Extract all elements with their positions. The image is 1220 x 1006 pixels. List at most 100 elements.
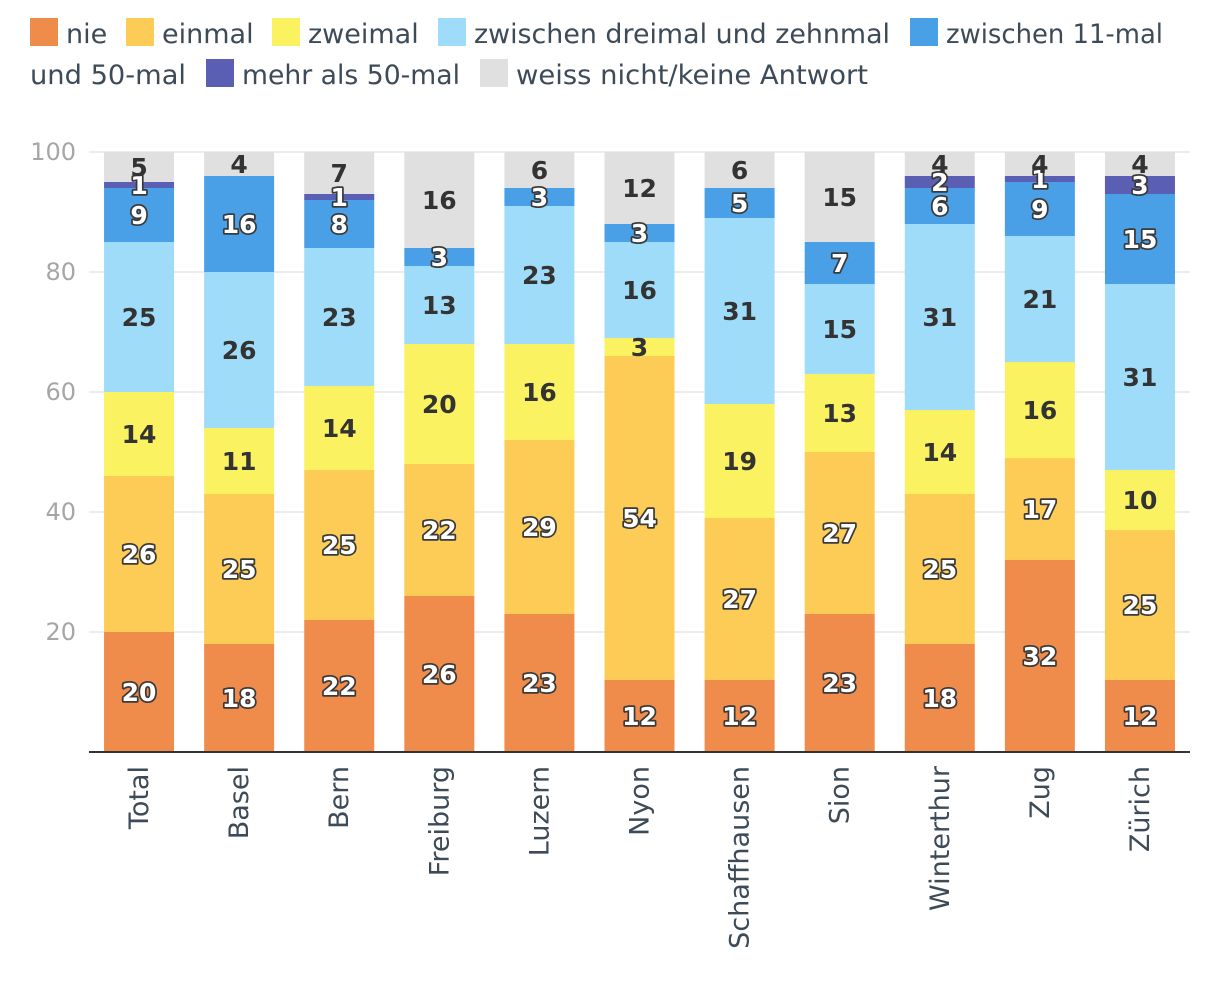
segment-value-label: 26 xyxy=(122,540,157,569)
bar-segment xyxy=(404,464,475,596)
segment-value-label: 7 xyxy=(331,159,348,188)
bar-segment xyxy=(104,242,175,392)
segment-value-label: 5 xyxy=(130,153,147,182)
bar-segment xyxy=(804,284,875,374)
segment-value-label: 1 xyxy=(1031,165,1048,194)
bar-segment xyxy=(204,644,275,752)
x-tick-label: Freiburg xyxy=(424,766,455,876)
bar-segment xyxy=(504,188,575,206)
bar-segment xyxy=(1004,176,1075,182)
segment-value-label: 1 xyxy=(331,183,348,212)
segment-value-label: 16 xyxy=(422,186,457,215)
x-tick-label: Luzern xyxy=(524,766,555,856)
segment-value-label: 6 xyxy=(531,156,548,185)
segment-value-label: 18 xyxy=(922,684,957,713)
y-tick-label-80: 80 xyxy=(45,258,76,286)
legend-label-mehr-50-mal: mehr als 50-mal xyxy=(242,60,460,91)
bar-segment xyxy=(204,176,275,272)
segment-value-label: 12 xyxy=(622,702,657,731)
x-tick-label: Zug xyxy=(1025,766,1056,819)
bar-segment xyxy=(1104,680,1175,752)
bar-segment xyxy=(604,152,675,224)
y-tick-label-40: 40 xyxy=(45,498,76,526)
legend: nie einmal zweimal zwischen dreimal und … xyxy=(30,18,1163,91)
bar-segment xyxy=(504,344,575,440)
bar-segment xyxy=(1104,176,1175,194)
x-tick-label: Nyon xyxy=(625,766,656,836)
segment-value-label: 22 xyxy=(322,672,357,701)
legend-label-11-50-mal-part2: und 50-mal xyxy=(30,60,186,91)
bar-segment xyxy=(404,248,475,266)
bar-segment xyxy=(904,644,975,752)
legend-swatch-einmal xyxy=(126,18,154,46)
bar-segment xyxy=(1104,284,1175,470)
segment-value-label: 13 xyxy=(822,399,857,428)
bar-segment xyxy=(404,152,475,248)
segment-value-label: 16 xyxy=(222,210,257,239)
segment-value-label: 3 xyxy=(631,333,648,362)
bar-segment xyxy=(1104,152,1175,176)
bars xyxy=(104,152,1175,752)
segment-value-label: 29 xyxy=(522,513,557,542)
segment-value-label: 11 xyxy=(222,447,257,476)
segment-value-label: 19 xyxy=(722,447,757,476)
legend-label-weiss-nicht: weiss nicht/keine Antwort xyxy=(516,60,868,91)
segment-value-label: 31 xyxy=(922,303,957,332)
segment-value-label: 26 xyxy=(222,336,257,365)
bar-segment xyxy=(304,386,375,470)
bar-segment xyxy=(804,152,875,242)
bar-segment xyxy=(604,224,675,242)
segment-value-label: 23 xyxy=(822,669,857,698)
bar-segment xyxy=(1004,560,1075,752)
segment-value-label: 4 xyxy=(1131,150,1148,179)
bar-segment xyxy=(604,242,675,338)
segment-value-label: 20 xyxy=(422,390,457,419)
bar-segment xyxy=(104,632,175,752)
segment-value-label: 3 xyxy=(631,219,648,248)
segment-value-label: 17 xyxy=(1022,495,1057,524)
bar-segment xyxy=(304,152,375,194)
segment-value-label: 4 xyxy=(931,150,948,179)
bar-segment xyxy=(104,188,175,242)
bar-segment xyxy=(604,338,675,356)
segment-value-label: 12 xyxy=(722,702,757,731)
bar-segment xyxy=(1104,194,1175,284)
bar-segment xyxy=(104,152,175,182)
segment-value-label: 23 xyxy=(322,303,357,332)
bar-segment xyxy=(604,680,675,752)
bar-segment xyxy=(704,680,775,752)
segment-value-label: 16 xyxy=(522,378,557,407)
bar-segment xyxy=(1004,152,1075,176)
legend-swatch-nie xyxy=(30,18,58,46)
bar-segment xyxy=(904,224,975,410)
segment-value-label: 9 xyxy=(130,201,147,230)
segment-value-label: 31 xyxy=(1123,363,1158,392)
bar-segment xyxy=(504,206,575,344)
bar-segment xyxy=(504,614,575,752)
legend-label-11-50-mal-part1: zwischen 11-mal xyxy=(946,19,1163,50)
segment-value-label: 12 xyxy=(622,174,657,203)
legend-swatch-weiss-nicht xyxy=(480,59,508,87)
bar-segment xyxy=(1104,530,1175,680)
bar-segment xyxy=(504,152,575,188)
segment-value-label: 12 xyxy=(1123,702,1158,731)
segment-value-label: 27 xyxy=(822,519,857,548)
segment-value-label: 13 xyxy=(422,291,457,320)
legend-label-einmal: einmal xyxy=(162,19,254,50)
segment-value-label: 23 xyxy=(522,669,557,698)
x-tick-label: Winterthur xyxy=(925,765,956,911)
x-tick-label: Bern xyxy=(324,766,355,829)
bar-segment xyxy=(1004,236,1075,362)
x-tick-label: Zürich xyxy=(1125,766,1156,852)
legend-label-dreimal-zehnmal: zwischen dreimal und zehnmal xyxy=(474,19,890,50)
segment-value-label: 25 xyxy=(222,555,257,584)
segment-value-label: 9 xyxy=(1031,195,1048,224)
segment-value-label: 15 xyxy=(1123,225,1158,254)
segment-value-label: 25 xyxy=(922,555,957,584)
bar-segment xyxy=(304,620,375,752)
axes: 20 40 60 80 100 Total Basel Bern Freiburg Luzern N… xyxy=(30,138,1190,949)
segment-value-label: 14 xyxy=(922,438,957,467)
legend-label-zweimal: zweimal xyxy=(308,19,419,50)
segment-value-label: 31 xyxy=(722,297,757,326)
